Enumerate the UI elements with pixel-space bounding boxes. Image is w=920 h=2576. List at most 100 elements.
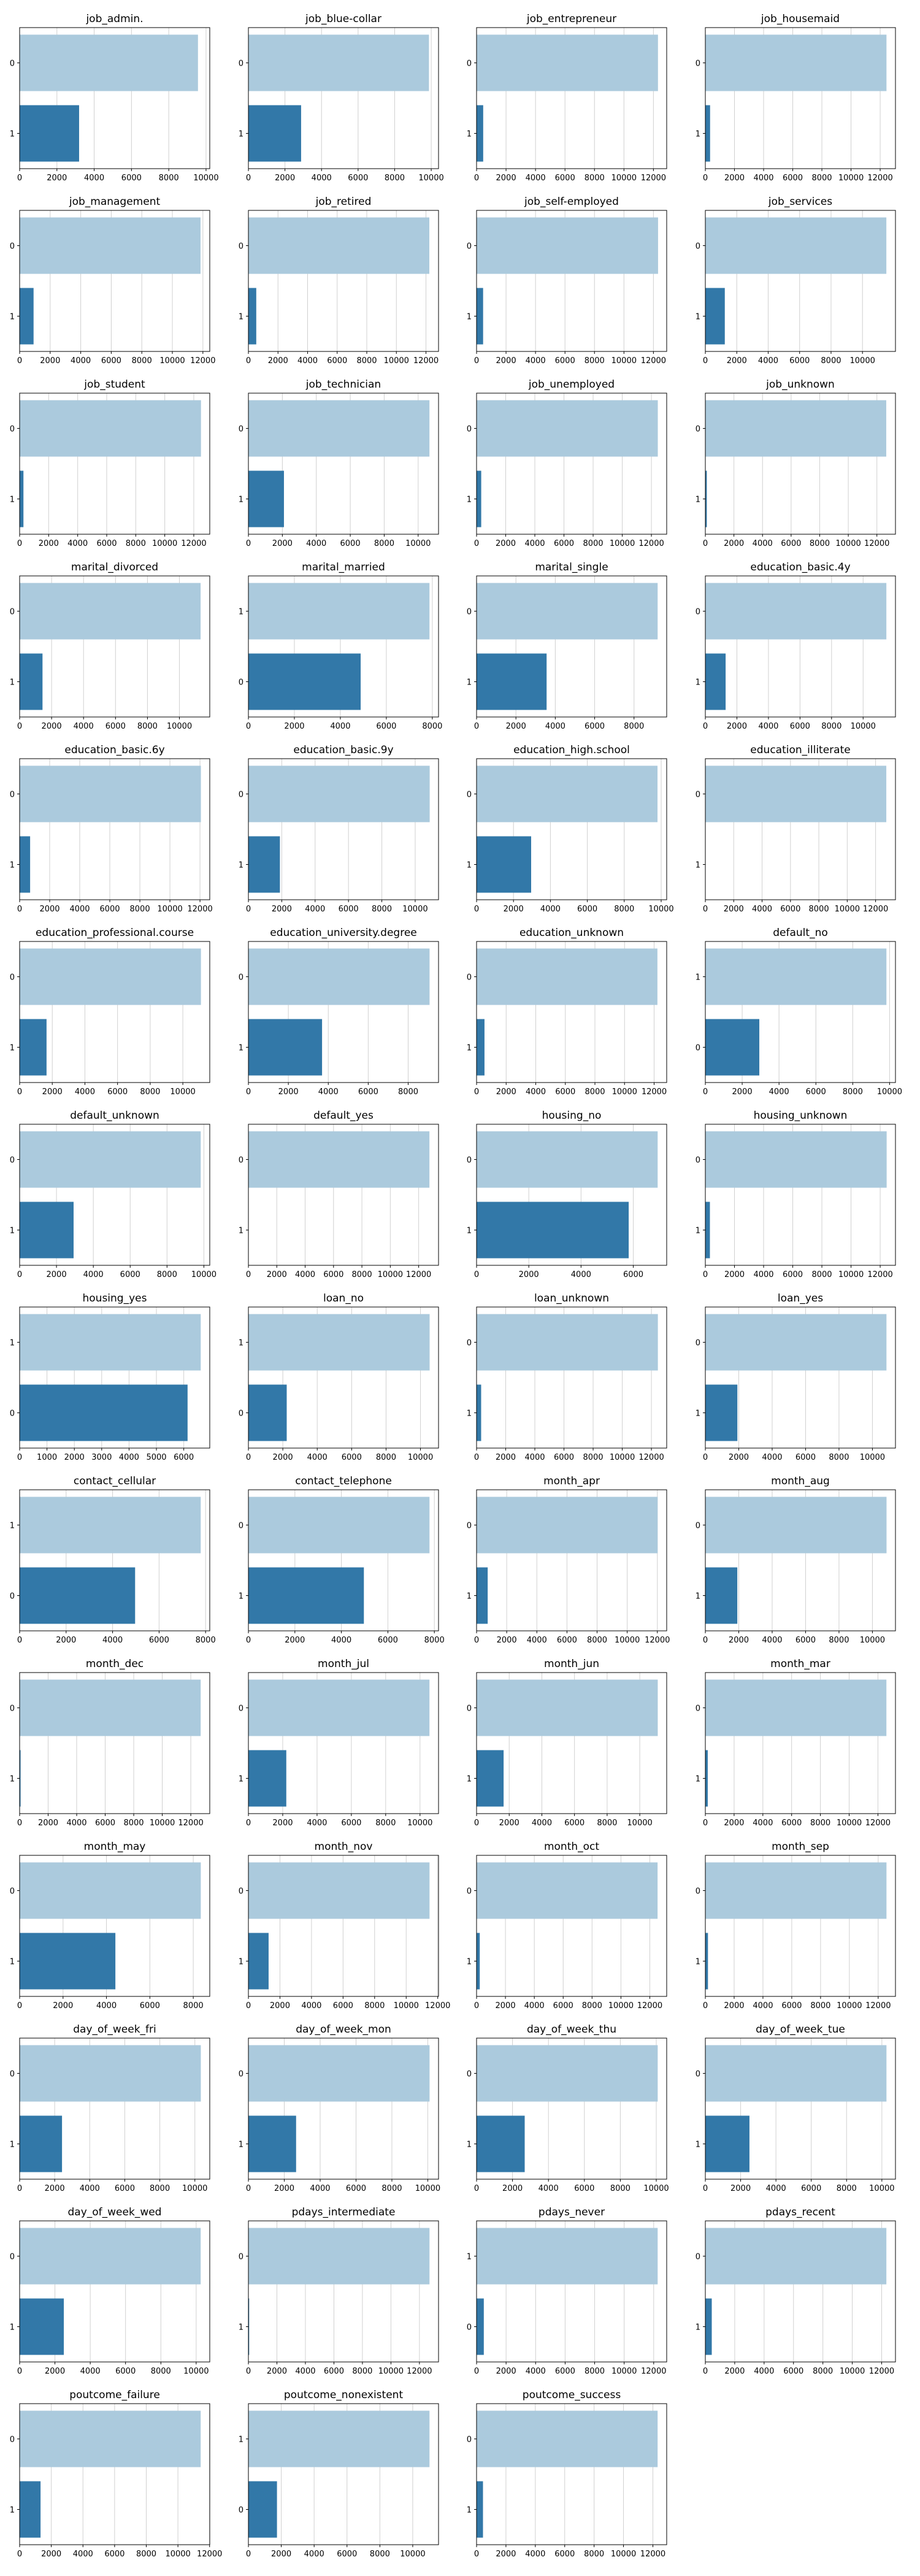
x-tick-label: 4000: [119, 1453, 139, 1462]
chart-title: loan_unknown: [534, 1292, 609, 1305]
x-tick-label: 12000: [638, 539, 664, 548]
x-tick-label: 4000: [540, 905, 561, 914]
chart-panel: housing_yes 1 0 0 1000 2000 3000 4000 5000 6000: [10, 1292, 210, 1462]
x-tick-label: 6000: [781, 1819, 802, 1828]
chart-title: month_nov: [315, 1841, 373, 1853]
x-tick-label: 4000: [310, 2184, 330, 2193]
chart-title: poutcome_success: [523, 2389, 621, 2401]
x-tick-label: 0: [246, 1453, 251, 1462]
y-tick-label: 1: [10, 2141, 15, 2150]
x-tick-label: 2000: [284, 722, 304, 731]
x-tick-label: 6000: [358, 1087, 378, 1097]
axes-frame: [705, 393, 896, 535]
x-tick-label: 0: [474, 2367, 479, 2376]
x-tick-label: 2000: [496, 2001, 516, 2011]
x-tick-label: 2000: [56, 1636, 76, 1645]
bar: [248, 1314, 430, 1371]
bar: [705, 765, 887, 822]
x-tick-label: 10000: [877, 1087, 902, 1097]
x-tick-label: 4000: [295, 2367, 315, 2376]
chart-panel: education_basic.6y 0 1 0 2000 4000 6000 8000 100…: [10, 744, 213, 914]
y-tick-label: 0: [10, 1156, 15, 1165]
x-tick-label: 2000: [729, 1453, 749, 1462]
x-tick-label: 6000: [555, 174, 575, 183]
x-tick-label: 6000: [342, 1453, 362, 1462]
x-tick-label: 0: [17, 1087, 22, 1097]
axes-frame: [19, 1672, 210, 1814]
bar: [20, 2045, 201, 2102]
bar: [248, 1933, 269, 1990]
bar: [248, 2410, 430, 2467]
chart-title: default_yes: [313, 1110, 374, 1122]
x-tick-label: 10000: [860, 1636, 885, 1645]
x-tick-label: 10000: [840, 2367, 865, 2376]
x-tick-label: 2000: [496, 2550, 516, 2559]
x-tick-label: 2000: [274, 2184, 294, 2193]
axes-frame: [476, 1489, 667, 1631]
y-tick-label: 1: [10, 2506, 15, 2515]
y-tick-label: 0: [10, 242, 15, 251]
x-tick-label: 6000: [555, 1087, 575, 1097]
chart-panel: marital_divorced 0 1 0 2000 4000 6000 8000 10000: [10, 561, 210, 731]
bar: [20, 288, 34, 345]
x-tick-label: 2000: [732, 1087, 753, 1097]
x-tick-label: 4000: [753, 2001, 773, 2011]
x-tick-label: 2000: [724, 1270, 745, 1279]
x-tick-label: 4000: [80, 2367, 101, 2376]
x-tick-label: 10000: [157, 905, 182, 914]
axes-frame: [705, 1672, 896, 1814]
x-tick-label: 8000: [356, 356, 377, 366]
x-tick-label: 6000: [789, 356, 810, 366]
x-tick-label: 2000: [40, 356, 60, 366]
bar: [248, 470, 284, 527]
x-tick-label: 0: [17, 1270, 22, 1279]
bar: [248, 583, 430, 640]
x-tick-label: 10000: [611, 174, 637, 183]
axes-frame: [705, 1489, 896, 1631]
x-tick-label: 10000: [159, 356, 185, 366]
x-tick-label: 8000: [370, 2550, 390, 2559]
x-tick-label: 0: [703, 1636, 708, 1645]
chart-title: month_oct: [544, 1841, 599, 1853]
x-tick-label: 6000: [323, 1270, 343, 1279]
chart-panel: education_unknown 0 1 0 2000 4000 6000 8000 1000…: [467, 927, 667, 1097]
bar: [248, 217, 429, 274]
x-tick-label: 8000: [585, 356, 605, 366]
x-tick-label: 12000: [641, 356, 666, 366]
chart-panel: default_no 1 0 0 2000 4000 6000 8000 10000: [696, 927, 902, 1097]
bar: [248, 836, 280, 893]
x-tick-label: 4000: [752, 905, 772, 914]
x-tick-label: 0: [474, 905, 479, 914]
y-tick-label: 1: [467, 1592, 472, 1601]
chart-title: contact_telephone: [295, 1475, 392, 1487]
y-tick-label: 0: [239, 425, 243, 434]
x-tick-label: 0: [17, 356, 22, 366]
y-tick-label: 1: [467, 678, 472, 688]
x-tick-label: 8000: [821, 722, 841, 731]
bar: [705, 2115, 749, 2172]
chart-title: marital_single: [535, 561, 608, 573]
x-tick-label: 0: [703, 356, 708, 366]
bar: [477, 1497, 658, 1554]
x-tick-label: 4000: [80, 2184, 100, 2193]
y-tick-label: 0: [10, 2253, 15, 2262]
x-tick-label: 8000: [624, 722, 644, 731]
x-tick-label: 4000: [67, 539, 88, 548]
chart-title: education_basic.6y: [64, 744, 164, 756]
y-tick-label: 0: [467, 2070, 472, 2079]
x-tick-label: 10000: [643, 2184, 669, 2193]
x-tick-label: 2000: [724, 2001, 744, 2011]
bar: [20, 836, 31, 893]
chart-title: job_self-employed: [524, 196, 619, 208]
chart-title: month_dec: [86, 1658, 144, 1670]
x-tick-label: 2000: [496, 539, 516, 548]
bar: [20, 1019, 47, 1076]
chart-title: job_services: [768, 196, 832, 208]
y-tick-label: 0: [467, 2436, 472, 2445]
x-tick-label: 4000: [539, 2184, 559, 2193]
axes-frame: [248, 1489, 439, 1631]
x-tick-label: 0: [703, 174, 708, 183]
x-tick-label: 5000: [146, 1453, 166, 1462]
x-tick-label: 12000: [641, 2367, 666, 2376]
chart-panel: poutcome_success 0 1 0 2000 4000 6000 8000 10000…: [467, 2389, 667, 2559]
